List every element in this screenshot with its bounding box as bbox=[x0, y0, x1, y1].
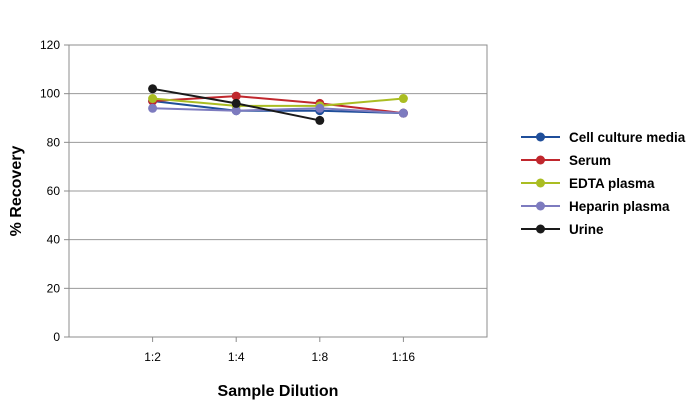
legend-item: Cell culture media bbox=[521, 130, 686, 145]
legend-item: Urine bbox=[521, 222, 604, 237]
x-tick-label: 1:8 bbox=[311, 350, 328, 364]
legend-swatch-marker bbox=[536, 224, 545, 234]
series-line bbox=[152, 99, 404, 115]
series-group bbox=[148, 84, 325, 125]
y-tick-label: 80 bbox=[47, 135, 61, 149]
gridlines bbox=[69, 93, 487, 289]
series-lines bbox=[148, 84, 408, 125]
data-point bbox=[398, 94, 408, 104]
data-point bbox=[315, 103, 325, 113]
data-point bbox=[148, 103, 158, 113]
data-point bbox=[231, 91, 241, 101]
data-point bbox=[398, 108, 408, 118]
legend-item: EDTA plasma bbox=[521, 176, 655, 191]
x-tick-label: 1:2 bbox=[144, 350, 161, 364]
legend-item: Serum bbox=[521, 153, 611, 168]
x-tick-label: 1:16 bbox=[392, 350, 416, 364]
y-axis-title: % Recovery bbox=[8, 146, 25, 237]
legend-swatch-marker bbox=[536, 132, 545, 142]
y-tick-label: 40 bbox=[47, 233, 61, 247]
legend-swatch-marker bbox=[536, 178, 545, 188]
legend-label: Heparin plasma bbox=[569, 199, 670, 214]
x-tick-label: 1:4 bbox=[228, 350, 245, 364]
y-tick-label: 0 bbox=[53, 330, 60, 344]
y-axis-ticks: 0 20 40 60 80 100 120 bbox=[40, 38, 69, 344]
y-tick-label: 20 bbox=[47, 281, 61, 295]
x-axis-ticks: 1:2 1:4 1:8 1:16 bbox=[144, 337, 415, 364]
data-point bbox=[231, 106, 241, 116]
y-tick-label: 100 bbox=[40, 87, 60, 101]
y-tick-label: 60 bbox=[47, 184, 61, 198]
legend-swatch-marker bbox=[536, 155, 545, 165]
legend-label: Cell culture media bbox=[569, 130, 686, 145]
data-point bbox=[148, 84, 158, 94]
data-point bbox=[231, 98, 241, 108]
series-line bbox=[152, 95, 404, 115]
data-point bbox=[148, 94, 158, 104]
legend-label: Urine bbox=[569, 222, 604, 237]
legend: Cell culture media Serum EDTA plasma Hepari… bbox=[521, 130, 686, 237]
series-group bbox=[148, 103, 408, 118]
legend-swatch-marker bbox=[536, 201, 545, 211]
data-point bbox=[315, 115, 325, 125]
series-line bbox=[152, 107, 404, 115]
x-axis-title: Sample Dilution bbox=[218, 383, 339, 400]
series-group bbox=[148, 94, 408, 111]
y-tick-label: 120 bbox=[40, 38, 60, 52]
legend-label: EDTA plasma bbox=[569, 176, 655, 191]
legend-item: Heparin plasma bbox=[521, 199, 670, 214]
legend-label: Serum bbox=[569, 153, 611, 168]
series-line bbox=[152, 97, 404, 107]
